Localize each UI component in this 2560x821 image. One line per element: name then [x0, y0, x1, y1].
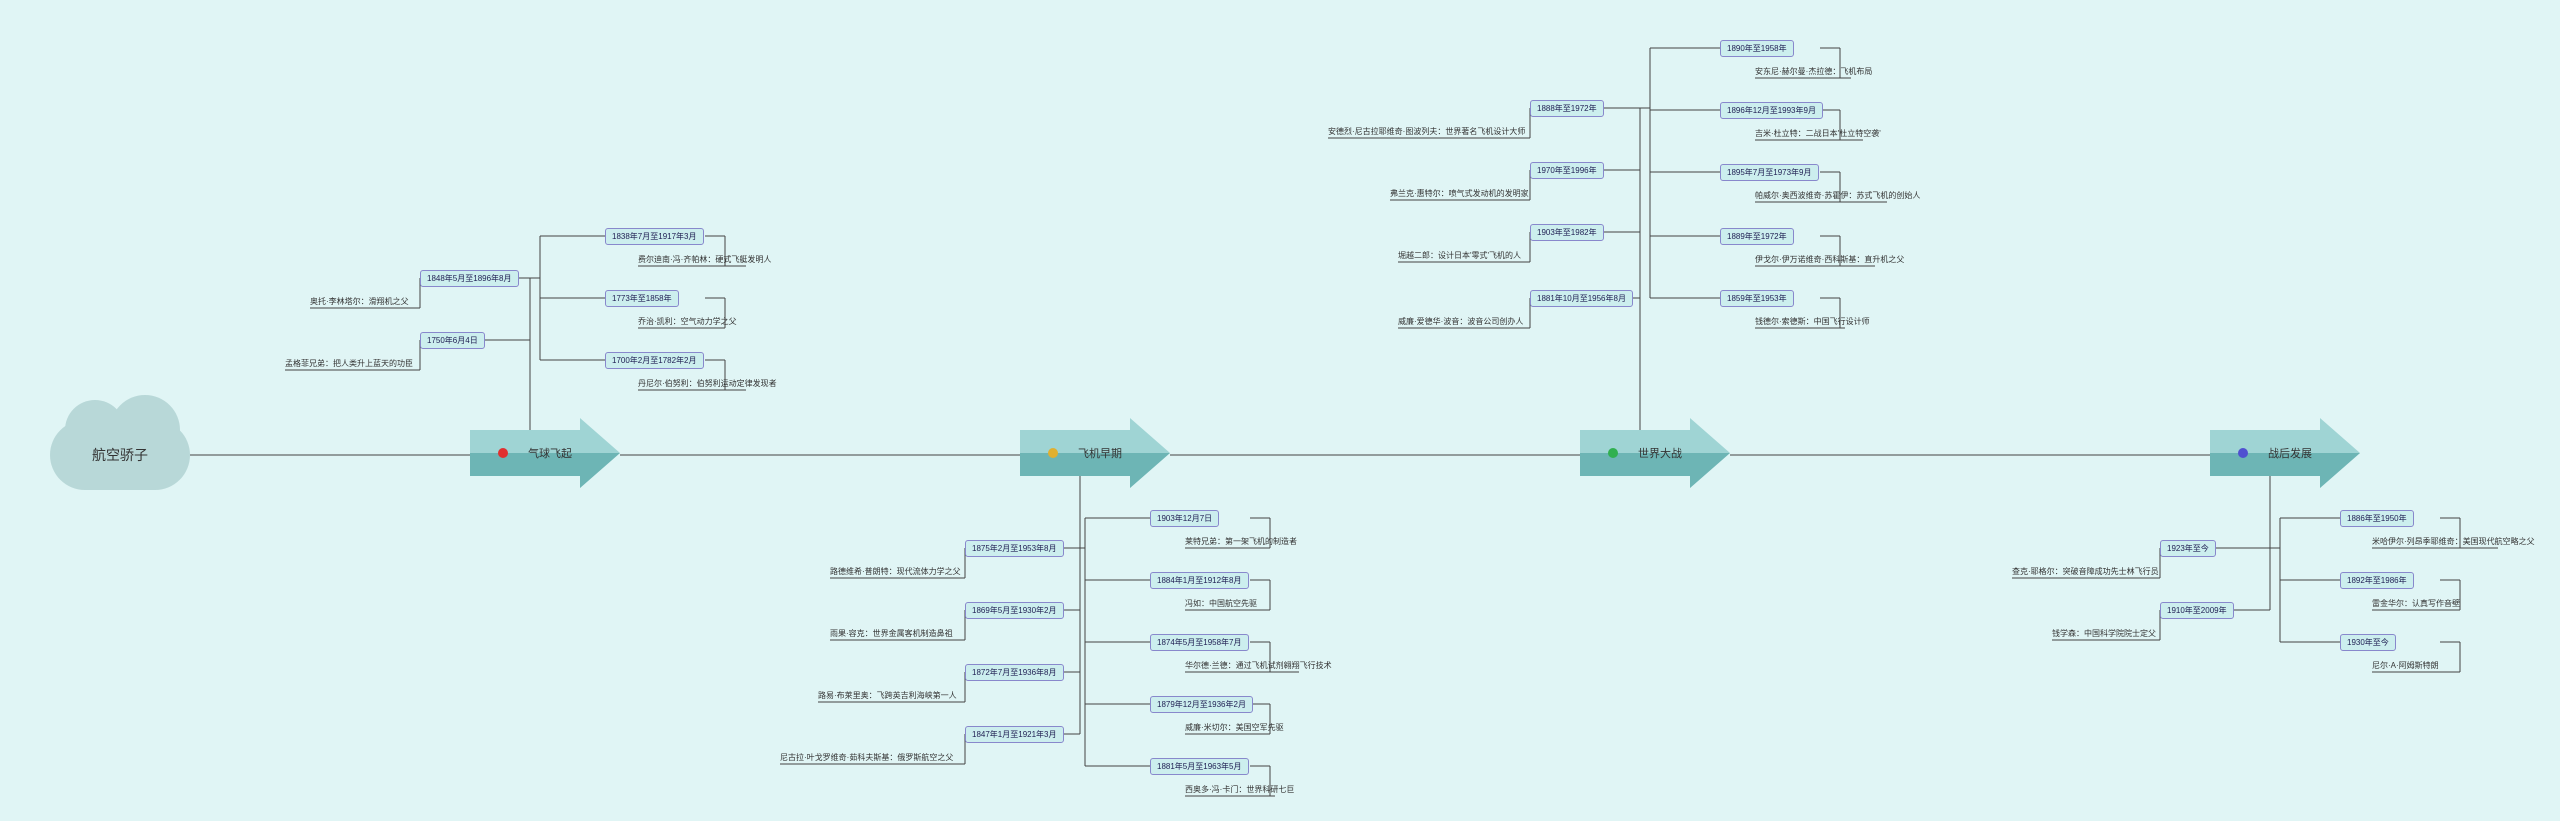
node-text: 帕威尔·奥西波维奇·苏霍伊：苏式飞机的创始人: [1755, 190, 1920, 201]
node-text: 安东尼·赫尔曼·杰拉德：飞机布局: [1755, 66, 1872, 77]
node-text: 吉米·杜立特：二战日本'杜立特空袭': [1755, 128, 1881, 139]
date-chip: 1881年5月至1963年5月: [1150, 758, 1249, 775]
root-label: 航空骄子: [92, 445, 148, 465]
date-chip: 1874年5月至1958年7月: [1150, 634, 1249, 651]
date-chip: 1847年1月至1921年3月: [965, 726, 1064, 743]
node-text: 钱德尔·索德斯：中国飞行设计师: [1755, 316, 1870, 327]
stage-label: 战后发展: [2268, 445, 2312, 461]
date-chip: 1892年至1986年: [2340, 572, 2414, 589]
node-text: 弗兰克·惠特尔：喷气式发动机的发明家: [1390, 188, 1529, 199]
date-chip: 1848年5月至1896年8月: [420, 270, 519, 287]
node-text: 威廉·米切尔：美国空军先驱: [1185, 722, 1284, 733]
node-text: 路德维希·普朗特：现代流体力学之父: [830, 566, 961, 577]
date-chip: 1890年至1958年: [1720, 40, 1794, 57]
node-text: 孟格菲兄弟：把人类升上蓝天的功臣: [285, 358, 413, 369]
node-text: 堀越二郎：设计日本'零式'飞机的人: [1398, 250, 1521, 261]
stage-arrow-ww: 世界大战: [1580, 418, 1730, 488]
date-chip: 1923年至今: [2160, 540, 2216, 557]
node-text: 尼古拉·叶戈罗维奇·茹科夫斯基：俄罗斯航空之父: [780, 752, 953, 763]
date-chip: 1879年12月至1936年2月: [1150, 696, 1253, 713]
date-chip: 1895年7月至1973年9月: [1720, 164, 1819, 181]
node-text: 冯如：中国航空先驱: [1185, 598, 1257, 609]
node-text: 莱特兄弟：第一架飞机的制造者: [1185, 536, 1297, 547]
node-text: 丹尼尔·伯努利：伯努利运动定律发现者: [638, 378, 777, 389]
node-text: 钱学森：中国科学院院士定父: [2052, 628, 2156, 639]
date-chip: 1930年至今: [2340, 634, 2396, 651]
node-text: 安德烈·尼古拉耶维奇·图波列夫：世界著名飞机设计大师: [1328, 126, 1525, 137]
date-chip: 1903年至1982年: [1530, 224, 1604, 241]
root-cloud: 航空骄子: [50, 420, 190, 490]
date-chip: 1700年2月至1782年2月: [605, 352, 704, 369]
stage-dot: [498, 448, 508, 458]
date-chip: 1910年至2009年: [2160, 602, 2234, 619]
node-text: 奥托·李林塔尔：滑翔机之父: [310, 296, 409, 307]
date-chip: 1884年1月至1912年8月: [1150, 572, 1249, 589]
node-text: 米哈伊尔·列昂季耶维奇：美国现代航空略之父: [2372, 536, 2535, 547]
date-chip: 1886年至1950年: [2340, 510, 2414, 527]
date-chip: 1903年12月7日: [1150, 510, 1219, 527]
node-text: 雷金华尔：认真写作音壁: [2372, 598, 2460, 609]
stage-label: 飞机早期: [1078, 445, 1122, 461]
stage-label: 世界大战: [1638, 445, 1682, 461]
date-chip: 1888年至1972年: [1530, 100, 1604, 117]
node-text: 费尔迪南·冯·齐帕林：硬式飞艇发明人: [638, 254, 771, 265]
date-chip: 1859年至1953年: [1720, 290, 1794, 307]
stage-dot: [1048, 448, 1058, 458]
node-text: 乔治·凯利：空气动力学之父: [638, 316, 737, 327]
node-text: 路易·布莱里奥：飞跨英吉利海峡第一人: [818, 690, 957, 701]
date-chip: 1875年2月至1953年8月: [965, 540, 1064, 557]
node-text: 伊戈尔·伊万诺维奇·西科斯基：直升机之父: [1755, 254, 1904, 265]
date-chip: 1881年10月至1956年8月: [1530, 290, 1633, 307]
node-text: 查克·耶格尔：突破音障成功先士林飞行员: [2012, 566, 2159, 577]
stage-arrow-postwar: 战后发展: [2210, 418, 2360, 488]
date-chip: 1750年6月4日: [420, 332, 485, 349]
node-text: 华尔德·兰德：通过飞机试剂翱翔飞行技术: [1185, 660, 1332, 671]
stage-dot: [2238, 448, 2248, 458]
stage-label: 气球飞起: [528, 445, 572, 461]
date-chip: 1872年7月至1936年8月: [965, 664, 1064, 681]
date-chip: 1773年至1858年: [605, 290, 679, 307]
node-text: 尼尔·A·阿姆斯特朗: [2372, 660, 2439, 671]
stage-arrow-plane: 飞机早期: [1020, 418, 1170, 488]
node-text: 西奥多·冯·卡门：世界科研七巨: [1185, 784, 1294, 795]
date-chip: 1869年5月至1930年2月: [965, 602, 1064, 619]
date-chip: 1889年至1972年: [1720, 228, 1794, 245]
node-text: 威廉·爱德华·波音：波音公司创办人: [1398, 316, 1523, 327]
date-chip: 1970年至1996年: [1530, 162, 1604, 179]
stage-dot: [1608, 448, 1618, 458]
date-chip: 1838年7月至1917年3月: [605, 228, 704, 245]
stage-arrow-balloon: 气球飞起: [470, 418, 620, 488]
node-text: 雨果·容克：世界金属客机制造鼻祖: [830, 628, 953, 639]
date-chip: 1896年12月至1993年9月: [1720, 102, 1823, 119]
